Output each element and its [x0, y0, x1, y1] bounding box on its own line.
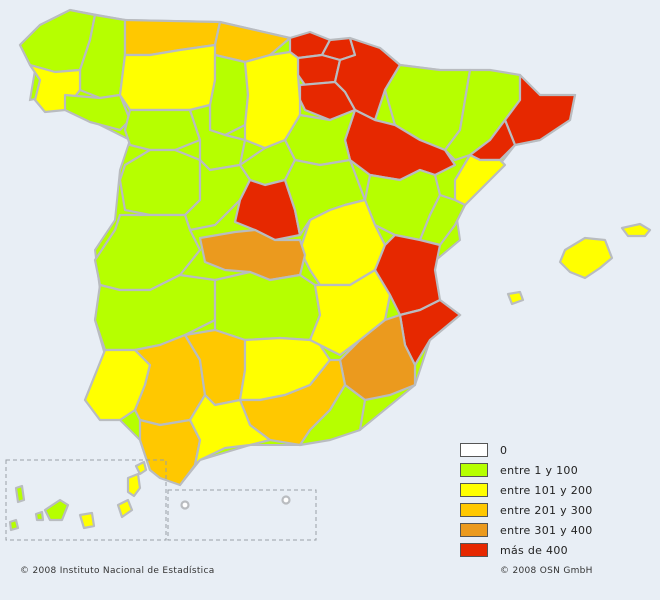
province-zamora[interactable] — [123, 108, 202, 152]
legend-swatch — [460, 523, 488, 537]
legend-label: entre 1 y 100 — [500, 463, 578, 477]
legend-item: más de 400 — [460, 540, 593, 560]
legend-label: entre 301 y 400 — [500, 523, 593, 537]
copyright-osn: © 2008 OSN GmbH — [500, 566, 593, 576]
province-toledo[interactable] — [198, 228, 307, 282]
legend-item: entre 201 y 300 — [460, 500, 593, 520]
legend-label: entre 201 y 300 — [500, 503, 593, 517]
legend-swatch — [460, 443, 488, 457]
legend-label: más de 400 — [500, 543, 568, 557]
city-melilla[interactable] — [281, 495, 291, 505]
legend-item: 0 — [460, 440, 593, 460]
province-santa-cruz-tenerife[interactable] — [8, 484, 70, 532]
province-las-palmas[interactable] — [78, 460, 148, 530]
province-alava[interactable] — [296, 53, 342, 87]
legend-item: entre 101 y 200 — [460, 480, 593, 500]
city-ceuta[interactable] — [180, 500, 190, 510]
legend-swatch — [460, 543, 488, 557]
province-leon[interactable] — [118, 43, 217, 112]
province-almeria[interactable] — [298, 383, 367, 447]
province-badajoz[interactable] — [93, 273, 217, 352]
legend-swatch — [460, 483, 488, 497]
province-girona[interactable] — [503, 73, 577, 147]
province-castellon[interactable] — [418, 193, 467, 247]
province-salamanca[interactable] — [118, 148, 202, 217]
province-baleares-ibiza[interactable] — [506, 290, 525, 306]
legend: 0 entre 1 y 100 entre 101 y 200 entre 20… — [460, 440, 593, 560]
legend-label: entre 101 y 200 — [500, 483, 593, 497]
province-valladolid[interactable] — [188, 103, 247, 172]
legend-item: entre 1 y 100 — [460, 460, 593, 480]
legend-label: 0 — [500, 443, 508, 457]
legend-item: entre 301 y 400 — [460, 520, 593, 540]
province-cadiz[interactable] — [138, 418, 202, 487]
province-avila[interactable] — [183, 158, 252, 232]
province-baleares-mallorca[interactable] — [558, 236, 614, 280]
province-malaga[interactable] — [188, 393, 272, 467]
legend-swatch — [460, 503, 488, 517]
copyright-ine: © 2008 Instituto Nacional de Estadística — [20, 566, 215, 576]
canary-islands-inset-frame — [5, 459, 167, 541]
province-ciudad-real[interactable] — [213, 270, 322, 342]
legend-swatch — [460, 463, 488, 477]
province-baleares-menorca[interactable] — [620, 222, 652, 238]
ceuta-melilla-inset-frame — [167, 489, 317, 541]
province-palencia[interactable] — [208, 53, 250, 137]
province-ourense[interactable] — [63, 93, 132, 132]
